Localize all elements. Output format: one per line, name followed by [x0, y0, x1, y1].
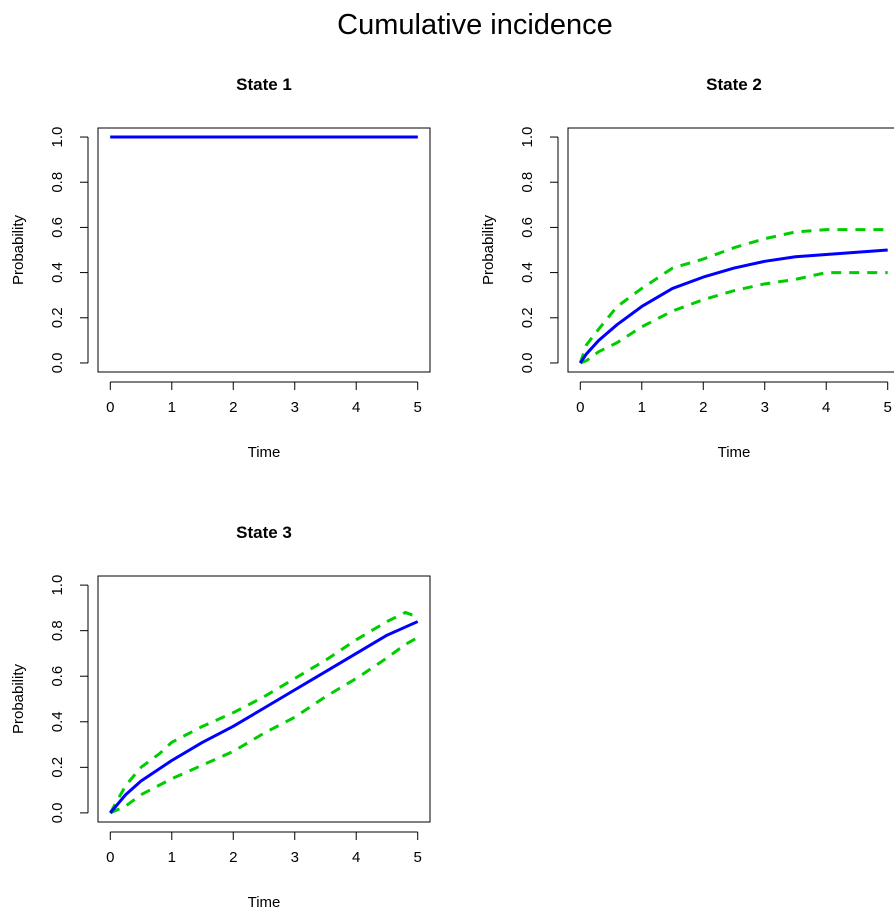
x-tick-label: 3	[761, 399, 769, 416]
y-tick-label: 1.0	[49, 127, 66, 148]
x-tick-label: 0	[576, 399, 584, 416]
y-axis: 0.0 0.2 0.4 0.6 0.8 1.0 Probability	[10, 575, 88, 824]
y-tick-label: 0.0	[49, 802, 66, 823]
y-tick-label: 0.8	[519, 172, 536, 193]
plot-frame	[98, 128, 430, 372]
x-tick-label: 0	[106, 399, 114, 416]
x-tick-label: 5	[884, 399, 892, 416]
panel-title: State 3	[236, 523, 292, 542]
x-tick-label: 3	[291, 849, 299, 866]
chart-panel-2: State 2 0 1 2 3 4 5 Time 0.0 0.2 0.4 0.6 0.8 1.0 Proba…	[480, 75, 894, 461]
y-axis: 0.0 0.2 0.4 0.6 0.8 1.0 Probability	[10, 127, 88, 374]
figure-title: Cumulative incidence	[337, 9, 613, 41]
x-tick-label: 5	[414, 399, 422, 416]
y-tick-label: 0.2	[49, 757, 66, 778]
series-line-upper	[110, 612, 417, 812]
x-tick-label: 4	[352, 849, 360, 866]
x-tick-label: 4	[352, 399, 360, 416]
x-axis-label: Time	[248, 444, 281, 461]
y-tick-label: 0.4	[49, 711, 66, 732]
y-tick-label: 0.6	[49, 666, 66, 687]
y-tick-label: 0.8	[49, 620, 66, 641]
x-tick-label: 4	[822, 399, 830, 416]
chart-panel-1: State 1 0 1 2 3 4 5 Time 0.0 0.2 0.4 0.6 0.8 1.0 Proba…	[10, 75, 430, 461]
x-axis-label: Time	[718, 444, 751, 461]
x-axis: 0 1 2 3 4 5 Time	[106, 382, 422, 461]
y-tick-label: 0.6	[49, 217, 66, 238]
y-tick-label: 1.0	[49, 575, 66, 596]
y-tick-label: 1.0	[519, 127, 536, 148]
y-axis: 0.0 0.2 0.4 0.6 0.8 1.0 Probability	[480, 127, 558, 374]
plot-frame	[568, 128, 894, 372]
series-line-upper	[580, 230, 887, 363]
x-axis: 0 1 2 3 4 5 Time	[106, 832, 422, 909]
series-line-lower	[110, 638, 417, 813]
y-axis-label: Probability	[480, 214, 497, 285]
x-tick-label: 1	[168, 399, 176, 416]
series-group	[110, 612, 417, 812]
y-tick-label: 0.0	[49, 353, 66, 374]
series-line-estimate	[110, 622, 417, 813]
x-tick-label: 3	[291, 399, 299, 416]
y-axis-label: Probability	[10, 663, 27, 734]
panel-title: State 2	[706, 75, 762, 94]
y-tick-label: 0.2	[49, 307, 66, 328]
y-tick-label: 0.0	[519, 353, 536, 374]
x-tick-label: 0	[106, 849, 114, 866]
plot-frame	[98, 576, 430, 822]
x-tick-label: 2	[699, 399, 707, 416]
chart-panel-3: State 3 0 1 2 3 4 5 Time 0.0 0.2 0.4 0.6 0.8 1.0 Proba…	[10, 523, 430, 909]
panel-title: State 1	[236, 75, 292, 94]
x-tick-label: 1	[638, 399, 646, 416]
series-line-estimate	[580, 250, 887, 363]
y-tick-label: 0.2	[519, 307, 536, 328]
y-axis-label: Probability	[10, 214, 27, 285]
series-group	[580, 230, 887, 363]
x-axis-label: Time	[248, 894, 281, 909]
y-tick-label: 0.6	[519, 217, 536, 238]
x-axis: 0 1 2 3 4 5 Time	[576, 382, 892, 461]
x-tick-label: 5	[414, 849, 422, 866]
y-tick-label: 0.4	[519, 262, 536, 283]
y-tick-label: 0.4	[49, 262, 66, 283]
y-tick-label: 0.8	[49, 172, 66, 193]
panels: State 1 0 1 2 3 4 5 Time 0.0 0.2 0.4 0.6 0.8 1.0 Proba…	[10, 75, 894, 909]
x-tick-label: 2	[229, 849, 237, 866]
x-tick-label: 1	[168, 849, 176, 866]
x-tick-label: 2	[229, 399, 237, 416]
